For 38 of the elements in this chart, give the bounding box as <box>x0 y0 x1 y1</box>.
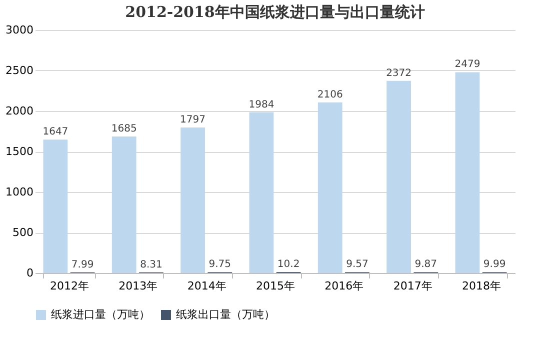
bar <box>180 127 205 273</box>
legend-label: 纸浆进口量（万吨） <box>51 308 150 321</box>
data-label: 2372 <box>386 68 412 79</box>
data-label: 7.99 <box>71 259 94 270</box>
data-label: 2479 <box>454 59 480 70</box>
x-tick-label: 2018年 <box>462 280 502 292</box>
x-tick-label: 2015年 <box>256 280 295 292</box>
data-label: 1685 <box>111 124 137 135</box>
y-tick-label: 2000 <box>6 104 34 118</box>
x-tick-label: 2014年 <box>187 280 226 292</box>
data-label: 9.57 <box>346 259 368 270</box>
y-tick-label: 0 <box>26 266 34 280</box>
data-label: 9.99 <box>483 259 506 270</box>
y-tick-label: 2500 <box>6 64 34 77</box>
bar <box>43 140 68 273</box>
bar <box>455 72 480 273</box>
y-tick-label: 3000 <box>6 24 34 36</box>
bar <box>386 80 411 273</box>
x-tick-label: 2016年 <box>324 280 364 292</box>
y-tick-label: 500 <box>12 226 34 239</box>
y-tick-label: 1000 <box>6 186 34 198</box>
chart-title: 2012-2018年中国纸浆进口量与出口量统计 <box>125 3 425 21</box>
y-tick-label: 1500 <box>6 145 34 158</box>
data-label: 1647 <box>42 126 68 138</box>
x-tick-label: 2017年 <box>393 280 432 292</box>
data-label: 9.75 <box>208 259 232 270</box>
data-label: 2106 <box>317 89 343 100</box>
x-tick-label: 2012年 <box>50 280 89 292</box>
data-label: 9.87 <box>414 259 438 270</box>
data-label: 1984 <box>248 99 274 110</box>
data-label: 1797 <box>180 114 206 126</box>
x-tick-label: 2013年 <box>118 280 158 292</box>
legend-label: 纸浆出口量（万吨） <box>176 308 275 321</box>
bar <box>112 136 136 273</box>
bar <box>318 102 342 273</box>
data-label: 8.31 <box>140 259 162 270</box>
bar <box>249 112 274 273</box>
data-label: 10.2 <box>277 259 300 270</box>
